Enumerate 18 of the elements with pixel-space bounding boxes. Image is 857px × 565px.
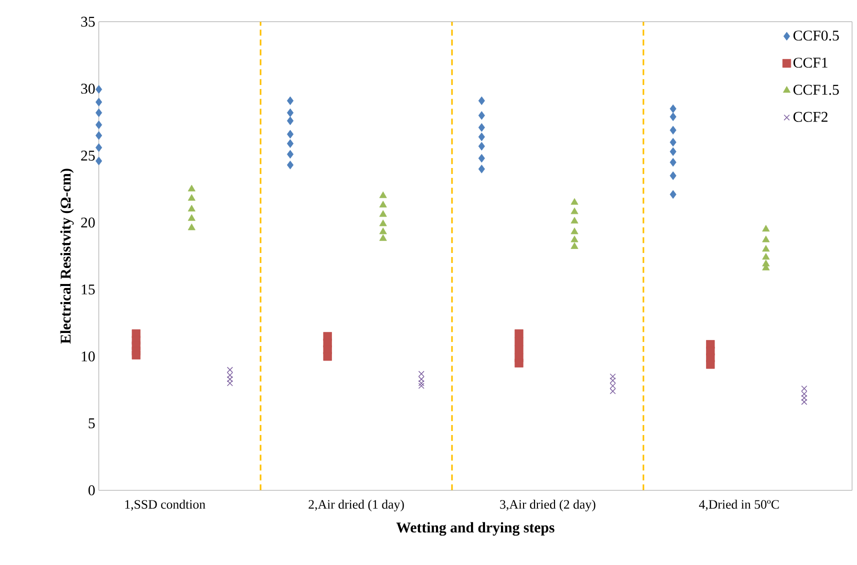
y-tick-label: 25 bbox=[81, 150, 95, 160]
y-tick-label: 20 bbox=[81, 217, 95, 228]
legend-label: CCF1.5 bbox=[793, 84, 839, 95]
y-axis-title: Electrical Resistvity (Ω-cm) bbox=[60, 168, 74, 344]
x-tick-label: 3,Air dried (2 day) bbox=[500, 500, 596, 512]
y-tick-label: 0 bbox=[88, 485, 95, 496]
x-tick-label: 4,Dried in 50ºC bbox=[699, 500, 779, 510]
x-axis-title: Wetting and drying steps bbox=[396, 522, 554, 536]
y-tick-label: 15 bbox=[82, 284, 95, 294]
legend-label: CCF1 bbox=[793, 57, 828, 68]
legend-label: CCF0.5 bbox=[793, 30, 839, 40]
x-tick-label: 2,Air dried (1 day) bbox=[308, 500, 404, 512]
x-tick-label: 1,SSD condtion bbox=[125, 500, 206, 510]
legend-label: CCF2 bbox=[793, 112, 828, 122]
y-tick-label: 5 bbox=[88, 418, 95, 428]
y-tick-label: 35 bbox=[81, 16, 95, 27]
y-tick-label: 10 bbox=[82, 351, 95, 362]
y-tick-label: 30 bbox=[81, 83, 95, 94]
